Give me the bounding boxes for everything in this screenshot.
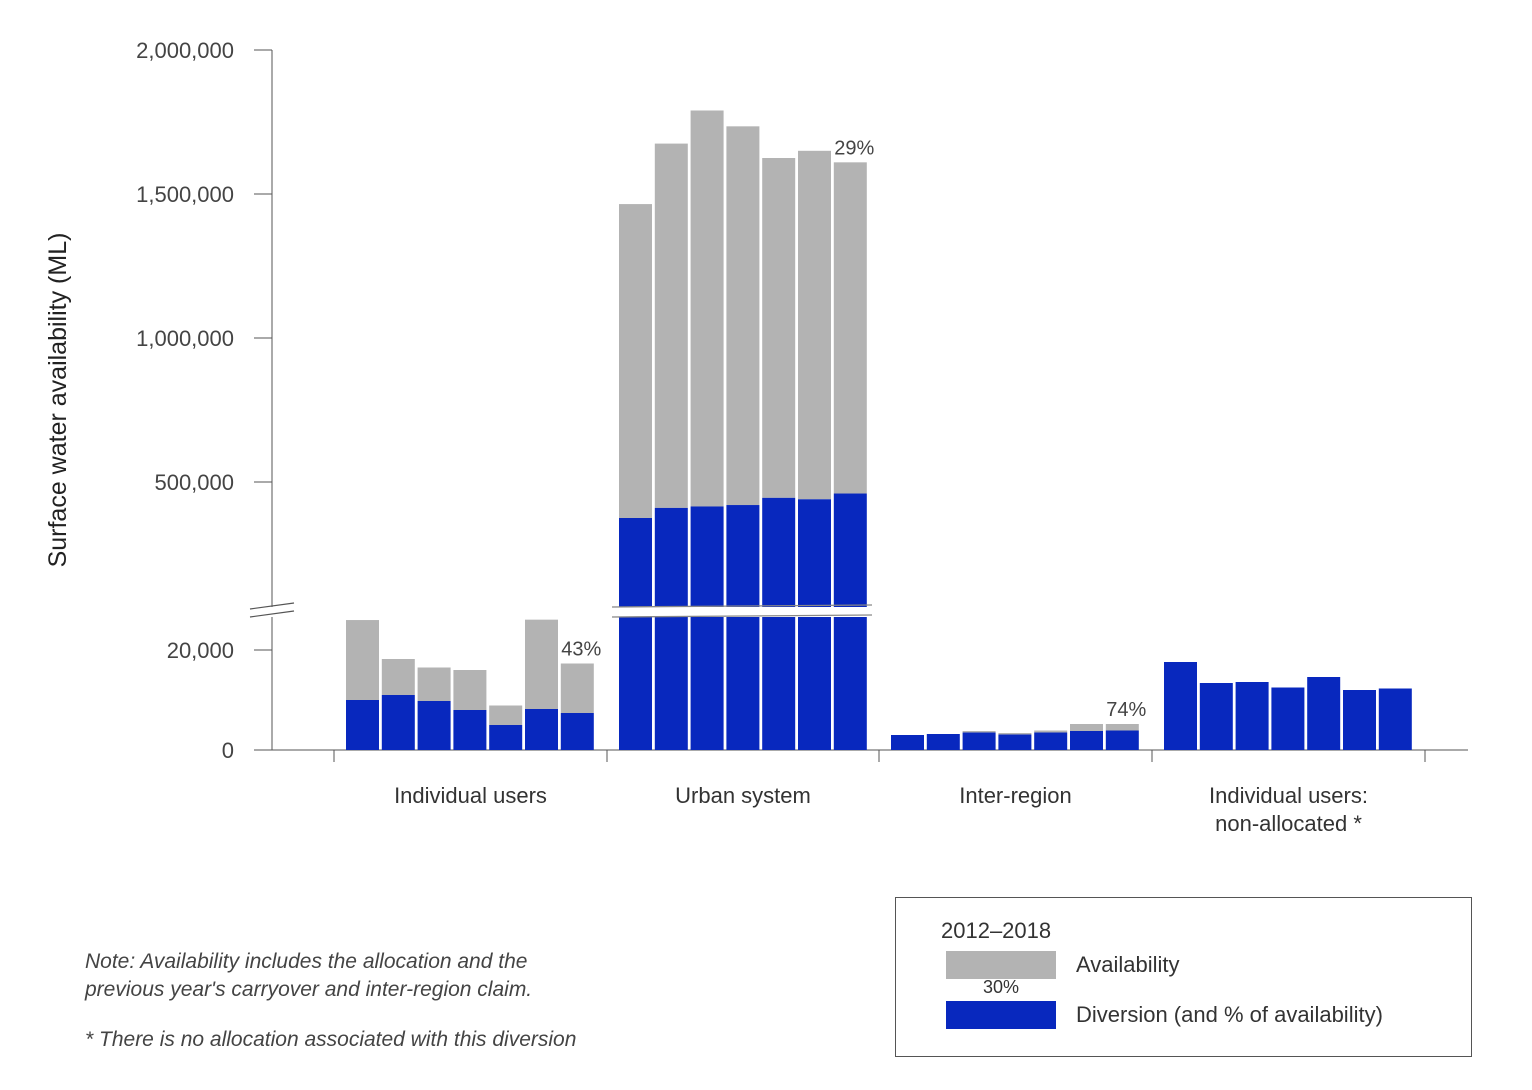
labels: Individual users Urban system Inter-region… (394, 137, 1368, 836)
axis-break-mark (249, 610, 295, 618)
bar-diversion-2-2012 (891, 735, 924, 750)
note-line-1: Note: Availability includes the allocati… (85, 950, 528, 973)
y-tick-upper-0-label: 500,000 (154, 470, 234, 495)
percent-annotation-2: 74% (1106, 699, 1146, 721)
bar-diversion-2-2015 (998, 734, 1032, 750)
y-tick-lower-0-label: 0 (222, 738, 234, 763)
bar-diversion-0-2017 (525, 709, 558, 750)
bar-availability-2-2014 (962, 731, 996, 733)
note-line-2: previous year's carryover and inter-regi… (85, 978, 533, 1001)
y-tick-upper-2-label: 1,500,000 (136, 182, 234, 207)
axis-break-gap (612, 607, 872, 617)
bar-availability-0-2015 (453, 670, 487, 710)
bar-availability-1-2018 (833, 162, 867, 494)
legend-swatch-availability (946, 951, 1056, 979)
category-label-0: Individual users (394, 783, 547, 808)
bar-availability-1-2016 (762, 158, 796, 498)
bar-diversion-2-2016 (1034, 732, 1068, 750)
legend: 2012–2018 Availability 30% Diversion (an… (895, 897, 1472, 1057)
legend-swatch-diversion (946, 1001, 1056, 1029)
bar-diversion-3-2015 (1271, 687, 1305, 750)
axes: 500,000 1,000,000 1,500,000 2,000,000 0 20,00… (44, 38, 1468, 763)
axis-break-line (611, 614, 873, 618)
percent-annotation-1: 29% (834, 137, 874, 159)
bar-availability-1-2015 (726, 126, 760, 506)
bars (346, 110, 1412, 750)
bar-diversion-2-2013 (926, 734, 960, 750)
percent-annotation-0: 43% (561, 639, 601, 661)
y-axis-title: Surface water availability (ML) (44, 233, 72, 568)
category-label-2: Inter-region (959, 783, 1072, 808)
axis-break-line (611, 604, 873, 608)
footnote: * There is no allocation associated with… (85, 1028, 577, 1051)
legend-label-availability: Availability (1076, 952, 1180, 977)
bar-diversion-0-2013 (381, 695, 415, 750)
bar-diversion-3-2014 (1235, 682, 1269, 750)
note: Note: Availability includes the allocati… (85, 948, 532, 1004)
bar-diversion-1-2018 (833, 493, 867, 750)
bar-diversion-1-2012 (619, 518, 652, 750)
bar-availability-2-2015 (998, 733, 1032, 735)
bar-availability-0-2016 (489, 705, 523, 725)
y-tick-upper-1-label: 1,000,000 (136, 326, 234, 351)
bar-diversion-0-2018 (560, 713, 594, 750)
bar-diversion-3-2012 (1164, 662, 1197, 750)
bar-availability-1-2014 (690, 110, 724, 507)
bar-availability-1-2017 (798, 150, 831, 500)
bar-availability-1-2012 (619, 204, 652, 518)
bar-diversion-2-2018 (1105, 730, 1139, 750)
bar-availability-0-2018 (560, 663, 594, 713)
bar-diversion-0-2014 (417, 701, 451, 750)
bar-availability-0-2014 (417, 667, 451, 701)
bar-availability-2-2018 (1105, 724, 1139, 731)
bar-diversion-1-2015 (726, 505, 760, 750)
bar-diversion-0-2012 (346, 700, 379, 750)
y-tick-upper-3-label: 2,000,000 (136, 38, 234, 63)
category-label-3: non-allocated * (1215, 811, 1362, 836)
bar-diversion-2-2017 (1070, 731, 1103, 750)
bar-availability-0-2013 (381, 659, 415, 695)
bar-availability-1-2013 (654, 143, 688, 508)
bar-diversion-3-2013 (1199, 683, 1233, 750)
bar-availability-0-2017 (525, 619, 558, 709)
bar-diversion-3-2016 (1307, 677, 1341, 750)
y-tick-lower-1-label: 20,000 (167, 638, 234, 663)
category-label-1: Urban system (675, 783, 811, 808)
category-label-3: Individual users: (1209, 783, 1368, 808)
bar-diversion-2-2014 (962, 732, 996, 750)
bar-diversion-1-2014 (690, 506, 724, 750)
bar-diversion-3-2018 (1378, 688, 1412, 750)
bar-diversion-1-2013 (654, 507, 688, 750)
bar-availability-2-2016 (1034, 730, 1068, 733)
bar-availability-0-2012 (346, 620, 379, 700)
bar-diversion-3-2017 (1343, 690, 1376, 750)
bar-diversion-1-2017 (798, 499, 831, 750)
bar-availability-2-2017 (1070, 724, 1103, 731)
legend-label-diversion: Diversion (and % of availability) (1076, 1002, 1383, 1027)
axis-break-mark (249, 602, 295, 610)
bar-diversion-0-2016 (489, 725, 523, 750)
legend-example-percent: 30% (982, 977, 1020, 997)
bar-diversion-0-2015 (453, 710, 487, 750)
bar-diversion-1-2016 (762, 497, 796, 750)
legend-title: 2012–2018 (941, 918, 1052, 943)
